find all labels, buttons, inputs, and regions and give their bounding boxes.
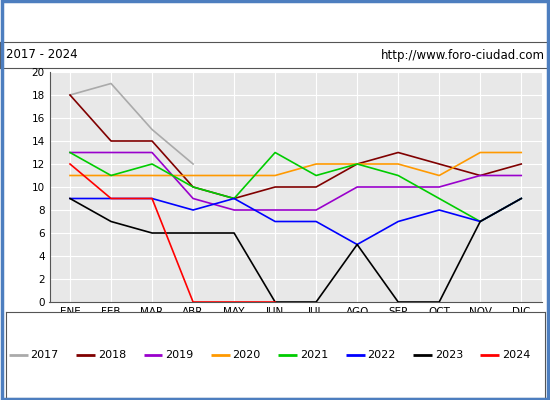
Text: 2018: 2018 [98, 350, 126, 360]
Text: 2017: 2017 [30, 350, 59, 360]
Text: 2023: 2023 [434, 350, 463, 360]
Text: 2021: 2021 [300, 350, 328, 360]
Text: http://www.foro-ciudad.com: http://www.foro-ciudad.com [381, 48, 544, 62]
Text: Evolucion del paro registrado en Valdefuentes del Páramo: Evolucion del paro registrado en Valdefu… [63, 17, 487, 33]
Text: 2022: 2022 [367, 350, 395, 360]
Text: 2024: 2024 [502, 350, 530, 360]
Text: 2017 - 2024: 2017 - 2024 [6, 48, 77, 62]
Text: 2019: 2019 [165, 350, 194, 360]
Text: 2020: 2020 [233, 350, 261, 360]
